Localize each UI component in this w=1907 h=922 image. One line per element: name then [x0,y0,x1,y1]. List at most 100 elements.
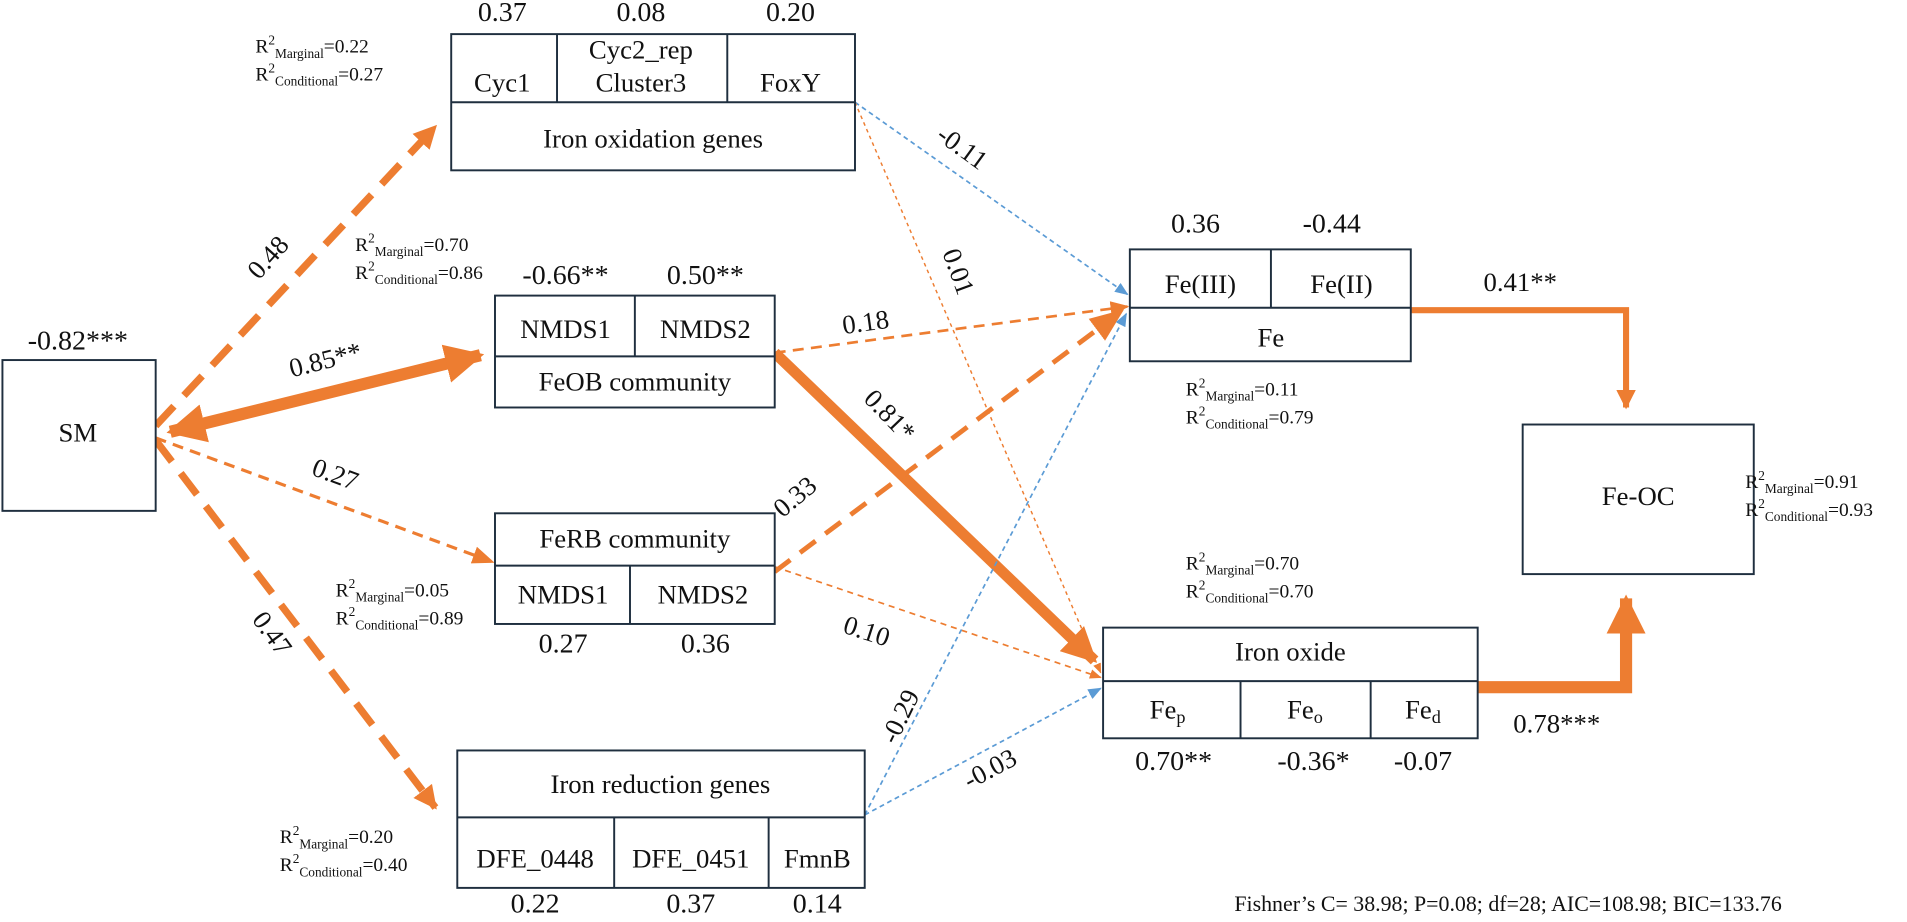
path-coefficient: 0.27 [308,452,362,496]
r2-conditional: R2Conditional=0.40 [280,851,408,879]
r2-sub: Conditional [1205,417,1268,432]
r2-sup: 2 [1199,403,1206,418]
r2-sub: Marginal [275,46,324,61]
label-sub: o [1314,707,1323,727]
r2-sup: 2 [1199,577,1206,592]
cell-value: 0.22 [511,889,560,920]
r2-sup: 2 [293,823,300,838]
r2-sub: Marginal [355,589,404,604]
r2-marginal: R2Marginal=0.70 [355,231,468,259]
r2-r: R [1186,408,1199,429]
r2-r: R [336,609,349,630]
cell-value: 0.14 [793,889,842,920]
r2-conditional: R2Conditional=0.70 [1186,577,1314,605]
r2-sub: Conditional [355,617,418,632]
r2-value: =0.86 [438,263,483,284]
cell-value: -0.44 [1303,209,1361,240]
cell-label: DFE_0451 [632,843,749,873]
cell-label: Fe(II) [1310,269,1372,299]
cell-value: -0.36* [1277,746,1349,777]
sm-box [1,359,157,512]
r2-sup: 2 [268,32,275,47]
node-label: Iron oxidation genes [543,123,763,153]
r2-marginal: R2Marginal=0.91 [1745,468,1858,496]
r2-sup: 2 [349,576,356,591]
r2-conditional: R2Conditional=0.79 [1186,403,1314,431]
arrow [774,301,1130,355]
iron-oxide-box [1102,626,1479,740]
cell-value: 0.37 [478,0,527,28]
r2-sub: Conditional [275,74,338,89]
cell-label: NMDS2 [660,314,751,344]
r2-sup: 2 [268,60,275,75]
r2-sup: 2 [368,231,375,246]
r2-value: =0.70 [1269,582,1314,603]
r2-value: =0.70 [424,235,469,256]
r2-sub: Conditional [299,864,362,879]
path-coefficient: 0.78*** [1513,708,1600,738]
arrow [155,436,495,564]
r2-marginal: R2Marginal=0.22 [255,32,368,60]
r2-r: R [1745,501,1758,522]
r2-sub: Marginal [375,244,424,259]
cell-label: Cyc1 [474,67,530,97]
arrow [854,101,1129,296]
r2-sup: 2 [293,851,300,866]
cell-label: FoxY [760,67,821,97]
r2-conditional: R2Conditional=0.86 [355,259,483,287]
r2-value: =0.22 [324,37,369,58]
fit-statistics: Fishner’s C= 38.98; P=0.08; df=28; AIC=1… [1234,891,1781,916]
label-sub: p [1176,707,1185,727]
r2-value: =0.40 [362,856,407,877]
label-base: Fe [1150,695,1177,725]
r2-conditional: R2Conditional=0.27 [255,60,383,88]
path-coefficient: 0.10 [840,609,894,652]
r2-marginal: R2Marginal=0.05 [336,576,449,604]
r2-sup: 2 [1758,496,1765,511]
r2-r: R [280,856,293,877]
cell-value: 0.08 [616,0,665,28]
path-coefficient: -0.03 [958,742,1021,795]
arrow [773,309,1125,574]
cell-label: NMDS2 [658,579,749,609]
r2-value: =0.20 [348,828,393,849]
node-label: FeRB community [539,523,731,553]
cell-label: Cluster3 [596,67,687,97]
node-value: -0.82*** [28,325,128,356]
r2-r: R [255,37,268,58]
r2-sub: Marginal [1205,563,1254,578]
cell-value: 0.36 [681,628,730,659]
cell-label: NMDS1 [518,579,609,609]
node-label: Fe [1258,323,1285,353]
arrow [770,348,1099,665]
r2-sup: 2 [1199,549,1206,564]
cell-value: 0.36 [1171,209,1220,240]
path-coefficient: 0.18 [840,304,891,340]
cell-value: -0.66** [522,260,608,291]
r2-sub: Conditional [1765,509,1828,524]
r2-r: R [280,828,293,849]
cell-value: 0.37 [666,889,715,920]
cell-label: Fe(III) [1165,269,1236,299]
r2-value: =0.11 [1254,380,1298,401]
node-label: Iron reduction genes [550,769,770,799]
r2-value: =0.93 [1828,501,1873,522]
r2-r: R [1186,582,1199,603]
r2-sub: Marginal [1205,389,1254,404]
cell-value: 0.50** [667,260,744,291]
r2-value: =0.89 [418,609,463,630]
arrow [1410,307,1636,410]
arrow [153,124,439,429]
cell-value: -0.07 [1394,746,1452,777]
cell-label: Feo [1287,695,1323,727]
cell-label: DFE_0448 [476,843,593,873]
label-base: Fe [1287,695,1314,725]
arrow [1477,594,1646,694]
r2-r: R [1186,554,1199,575]
r2-sup: 2 [1758,468,1765,483]
cell-label: Fep [1150,695,1186,727]
r2-sub: Marginal [299,836,348,851]
node-label: Fe-OC [1602,481,1675,511]
cell-label: NMDS1 [520,314,611,344]
